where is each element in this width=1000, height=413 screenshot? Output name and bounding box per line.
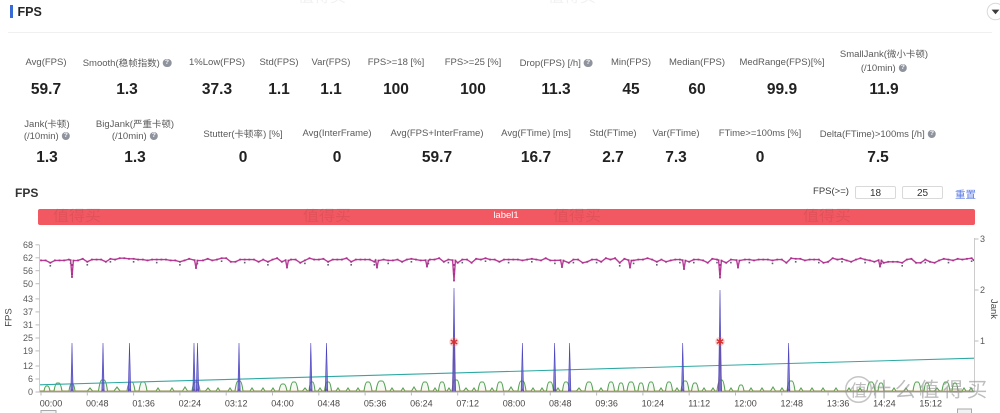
svg-text:25: 25 [23, 333, 33, 343]
svg-text:14:24: 14:24 [873, 399, 896, 409]
svg-text:37: 37 [23, 307, 33, 317]
svg-text:00:48: 00:48 [86, 399, 109, 409]
svg-text:62: 62 [23, 253, 33, 263]
svg-text:1: 1 [980, 336, 985, 346]
svg-text:0: 0 [28, 387, 33, 397]
svg-text:00:00: 00:00 [40, 399, 63, 409]
svg-text:11:12: 11:12 [688, 399, 710, 409]
svg-text:43: 43 [23, 294, 33, 304]
svg-text:05:36: 05:36 [364, 399, 387, 409]
svg-text:04:00: 04:00 [271, 399, 294, 409]
svg-text:08:00: 08:00 [503, 399, 526, 409]
svg-text:19: 19 [23, 346, 33, 356]
svg-text:6: 6 [28, 374, 33, 384]
svg-text:13:36: 13:36 [827, 399, 850, 409]
svg-text:12:00: 12:00 [734, 399, 757, 409]
svg-text:2: 2 [980, 285, 985, 295]
svg-text:50: 50 [23, 279, 33, 289]
svg-text:10:24: 10:24 [642, 399, 665, 409]
svg-text:68: 68 [23, 240, 33, 250]
svg-text:12: 12 [23, 361, 33, 371]
svg-text:03:12: 03:12 [225, 399, 248, 409]
svg-text:01:36: 01:36 [132, 399, 155, 409]
svg-text:3: 3 [980, 234, 985, 244]
svg-text:Jank: Jank [988, 299, 999, 319]
svg-text:56: 56 [23, 266, 33, 276]
svg-text:31: 31 [23, 320, 33, 330]
svg-text:08:48: 08:48 [549, 399, 572, 409]
svg-text:09:36: 09:36 [595, 399, 618, 409]
svg-text:07:12: 07:12 [456, 399, 479, 409]
svg-text:06:24: 06:24 [410, 399, 433, 409]
svg-text:15:12: 15:12 [919, 399, 942, 409]
svg-text:12:48: 12:48 [781, 399, 804, 409]
svg-text:FPS: FPS [4, 308, 15, 326]
svg-text:04:48: 04:48 [318, 399, 341, 409]
svg-text:02:24: 02:24 [179, 399, 202, 409]
